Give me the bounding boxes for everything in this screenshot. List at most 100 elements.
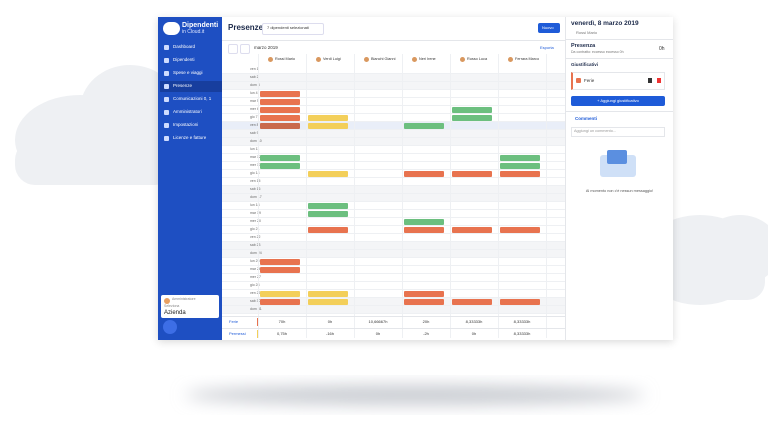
- employee-avatar: [268, 57, 273, 62]
- absence-bar[interactable]: [452, 171, 492, 177]
- absence-bar[interactable]: [260, 123, 300, 129]
- day-row: [222, 274, 565, 282]
- absence-bar[interactable]: [452, 107, 492, 113]
- new-text: Nuovo: [542, 25, 554, 30]
- absence-bar[interactable]: [260, 91, 300, 97]
- day-row: [222, 154, 565, 162]
- day-row: [222, 218, 565, 226]
- add-button[interactable]: [571, 96, 665, 106]
- absence-bar[interactable]: [404, 171, 444, 177]
- absence-bar[interactable]: [260, 155, 300, 161]
- absence-bar[interactable]: [452, 299, 492, 305]
- day-label: gio 28: [250, 283, 260, 287]
- divider: [566, 111, 673, 112]
- absence-bar[interactable]: [308, 291, 348, 297]
- day-row: [222, 250, 565, 258]
- absence-bar[interactable]: [308, 227, 348, 233]
- absence-bar[interactable]: [260, 259, 300, 265]
- day-label: ven 1: [250, 67, 259, 71]
- absence-bar[interactable]: [404, 291, 444, 297]
- day-label: gio 14: [250, 171, 260, 175]
- total-value: 8,33333h: [513, 319, 531, 324]
- export-button[interactable]: Esporta: [540, 45, 554, 50]
- absence-bar[interactable]: [260, 99, 300, 105]
- total-value: 70h: [278, 319, 286, 324]
- day-label: mar 19: [250, 211, 261, 215]
- absence-bar[interactable]: [260, 291, 300, 297]
- day-row: [222, 242, 565, 250]
- absence-bar[interactable]: [260, 299, 300, 305]
- day-row: [222, 202, 565, 210]
- comment-placeholder: Aggiungi un commento...: [574, 129, 617, 133]
- employee-avatar: [316, 57, 321, 62]
- absence-bar[interactable]: [308, 115, 348, 121]
- comment-input[interactable]: [571, 127, 665, 137]
- day-label: lun 4: [250, 91, 258, 95]
- total-value: 0h: [375, 331, 381, 336]
- absence-bar[interactable]: [308, 203, 348, 209]
- absence-bar[interactable]: [500, 299, 540, 305]
- absence-bar[interactable]: [404, 227, 444, 233]
- absence-bar[interactable]: [308, 123, 348, 129]
- day-label: ven 22: [250, 235, 261, 239]
- absence-bar[interactable]: [452, 227, 492, 233]
- absence-bar[interactable]: [260, 115, 300, 121]
- divider: [566, 39, 673, 40]
- day-label: mer 6: [250, 107, 259, 111]
- absence-bar[interactable]: [404, 219, 444, 225]
- day-label: dom 10: [250, 139, 262, 143]
- absence-bar[interactable]: [452, 115, 492, 121]
- menu-icon: [164, 123, 169, 128]
- menu-item[interactable]: Spese e viaggi: [173, 70, 203, 75]
- absence-bar[interactable]: [260, 163, 300, 169]
- menu-item[interactable]: Amministratori: [173, 109, 202, 114]
- month-select[interactable]: marzo 2019: [254, 45, 278, 50]
- absence-bar[interactable]: [404, 299, 444, 305]
- menu-item[interactable]: Licenze e fatture: [173, 135, 207, 140]
- day-label: lun 25: [250, 259, 260, 263]
- day-label: sab 23: [250, 243, 261, 247]
- prev-button[interactable]: [228, 44, 238, 54]
- menu-icon: [164, 45, 169, 50]
- absence-bar[interactable]: [500, 171, 540, 177]
- day-label: dom 17: [250, 195, 262, 199]
- absence-bar[interactable]: [500, 227, 540, 233]
- edit-icon[interactable]: [648, 78, 652, 83]
- absence-bar[interactable]: [308, 211, 348, 217]
- day-row: [222, 186, 565, 194]
- add-text: + Aggiungi giustificativo: [597, 98, 639, 103]
- absence-bar[interactable]: [308, 171, 348, 177]
- menu-item[interactable]: Impostazioni: [173, 122, 199, 127]
- absence-bar[interactable]: [260, 267, 300, 273]
- menu-item[interactable]: Comunicazioni 0, 1: [173, 96, 212, 101]
- panel-employee: Rossi Mario: [576, 30, 598, 35]
- justification-icon: [576, 78, 581, 83]
- absence-bar[interactable]: [404, 123, 444, 129]
- day-row: [222, 282, 565, 290]
- day-label: dom 24: [250, 251, 262, 255]
- day-row: [222, 138, 565, 146]
- menu-item[interactable]: Dashboard: [173, 44, 196, 49]
- user-company[interactable]: Azienda: [164, 310, 186, 316]
- new-button[interactable]: [538, 23, 560, 33]
- day-row: [222, 114, 565, 122]
- day-label: ven 8: [250, 123, 259, 127]
- total-value: 8,33333h: [513, 331, 531, 336]
- absence-bar[interactable]: [500, 155, 540, 161]
- day-row: [222, 226, 565, 234]
- filter-dropdown[interactable]: [262, 23, 324, 35]
- next-button[interactable]: [240, 44, 250, 54]
- menu-item[interactable]: Presenze: [173, 83, 193, 88]
- justification-card: [571, 72, 665, 90]
- absence-bar[interactable]: [500, 163, 540, 169]
- absence-bar[interactable]: [308, 299, 348, 305]
- comments-tab[interactable]: Commenti: [575, 116, 598, 121]
- day-row: [222, 298, 565, 306]
- user-role: Amministratore: [172, 297, 196, 301]
- delete-icon[interactable]: [657, 78, 661, 83]
- menu-button[interactable]: [163, 320, 177, 334]
- day-label: mer 20: [250, 219, 261, 223]
- absence-bar[interactable]: [260, 107, 300, 113]
- divider: [566, 58, 673, 59]
- menu-item[interactable]: Dipendenti: [173, 57, 195, 62]
